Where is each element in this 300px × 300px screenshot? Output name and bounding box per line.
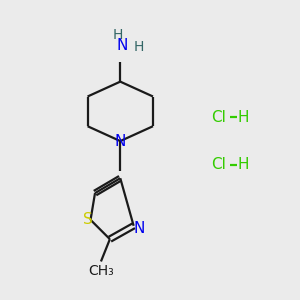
Text: H: H <box>238 110 249 125</box>
Text: N: N <box>115 134 126 148</box>
Text: H: H <box>134 40 144 55</box>
Text: H: H <box>238 158 249 172</box>
Text: Cl: Cl <box>211 158 226 172</box>
Text: Cl: Cl <box>211 110 226 125</box>
Text: CH₃: CH₃ <box>88 264 114 278</box>
Text: H: H <box>113 28 123 42</box>
Text: N: N <box>133 221 145 236</box>
Text: N: N <box>116 38 128 53</box>
Text: S: S <box>83 212 93 227</box>
